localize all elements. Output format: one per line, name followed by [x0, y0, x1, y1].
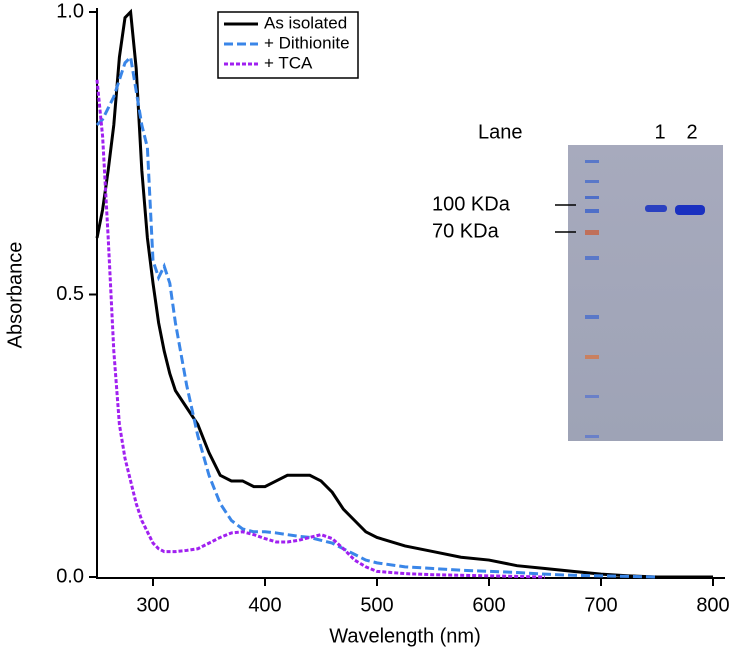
x-tick-label: 700 [584, 594, 617, 616]
legend-label: As isolated [264, 13, 347, 32]
gel-image [555, 145, 723, 441]
lane-number: 2 [686, 121, 697, 143]
series-line [95, 79, 546, 579]
legend-label: + TCA [264, 53, 313, 72]
x-axis-label: Wavelength (nm) [329, 625, 481, 647]
x-tick-label: 800 [696, 594, 729, 616]
y-tick-label: 1.0 [56, 0, 84, 22]
x-tick-label: 300 [136, 594, 169, 616]
legend-label: + Dithionite [264, 33, 350, 52]
lane-label: Lane [478, 121, 523, 143]
lane-number: 1 [654, 121, 665, 143]
series-line [95, 54, 658, 579]
y-tick-label: 0.5 [56, 283, 84, 305]
marker-label: 70 KDa [432, 220, 500, 242]
y-axis-label: Absorbance [4, 242, 26, 349]
y-tick-label: 0.0 [56, 565, 84, 587]
marker-label: 100 KDa [432, 193, 511, 215]
legend-box [217, 11, 359, 79]
x-tick-label: 500 [360, 594, 393, 616]
x-tick-label: 400 [248, 594, 281, 616]
x-tick-label: 600 [472, 594, 505, 616]
